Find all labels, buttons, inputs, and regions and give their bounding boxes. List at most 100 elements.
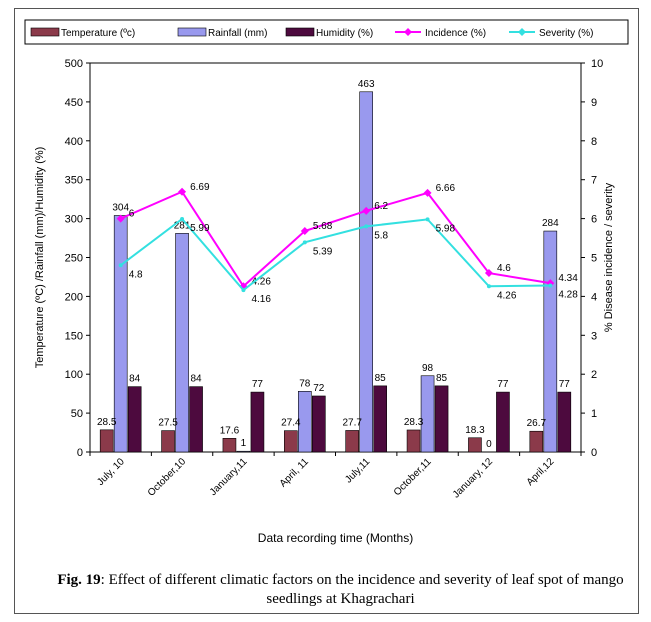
bar (557, 391, 572, 453)
bar-data-label: 17.6 (220, 425, 240, 436)
bar (99, 429, 114, 453)
bar-data-label: 72 (313, 383, 325, 394)
line-point-marker (548, 283, 553, 288)
legend-swatch (177, 27, 207, 37)
y2-tick-label: 9 (591, 97, 597, 109)
y-tick-label: 500 (65, 58, 83, 70)
y2-axis-title: % Disease incidence / severity (603, 182, 615, 332)
bar-data-label: 98 (422, 363, 434, 374)
line-point-marker (423, 188, 432, 197)
figure-frame: 0 50 100 150 200 250 300 350 400 450 500 0 1 2 3 4 5 6 7 8 9… (14, 8, 639, 614)
bar (373, 385, 387, 453)
x-tick-label: July,11 (343, 456, 372, 485)
bar (529, 430, 544, 453)
y2-tick-label: 3 (591, 330, 597, 342)
y2-tick-label: 6 (591, 214, 597, 226)
bar (420, 375, 435, 453)
legend-swatch (285, 27, 315, 37)
y2-tick-label: 5 (591, 253, 597, 265)
bar-data-label: 78 (299, 378, 311, 389)
y-tick-label: 100 (65, 369, 83, 381)
legend-marker (404, 28, 412, 36)
bar (161, 430, 175, 453)
line-data-label: 4.28 (558, 290, 578, 301)
line-data-label: 5.68 (313, 221, 333, 232)
figure-caption: Fig. 19: Effect of different climatic fa… (55, 571, 626, 609)
line-point-marker (362, 206, 371, 215)
line-point-marker (364, 224, 369, 229)
y-tick-label: 350 (65, 175, 83, 187)
bar-data-label: 84 (191, 374, 203, 385)
y-tick-label: 400 (65, 136, 83, 148)
combo-chart: 0501001502002503003504004505000123456789… (24, 19, 629, 545)
line-point-marker (178, 187, 187, 196)
bar (236, 450, 251, 453)
x-tick-label: January, 12 (451, 456, 496, 501)
line-point-marker (425, 217, 430, 222)
legend-label: Humidity (%) (316, 28, 373, 39)
bar-data-label: 77 (559, 379, 571, 390)
bar (284, 430, 298, 453)
line-data-label: 6.66 (436, 183, 456, 194)
bar-data-label: 28.3 (404, 417, 424, 428)
bar (250, 391, 265, 453)
bar (189, 386, 203, 453)
line-data-label: 6.2 (374, 201, 388, 212)
bar-data-label: 85 (375, 373, 387, 384)
y2-tick-label: 4 (591, 291, 597, 303)
bar (345, 430, 359, 453)
line-data-label: 5.8 (374, 230, 388, 241)
bar-data-label: 77 (252, 379, 264, 390)
bar-data-label: 26.7 (527, 418, 547, 429)
x-tick-label: July, 10 (95, 456, 127, 488)
bar-data-label: 463 (358, 79, 375, 90)
line-data-label: 4.16 (251, 294, 271, 305)
bar (298, 391, 312, 453)
line-data-label: 4.26 (497, 290, 517, 301)
bar-data-label: 77 (497, 379, 509, 390)
caption-text: : Effect of different climatic factors o… (100, 572, 624, 607)
legend-marker (518, 28, 526, 36)
bar (468, 437, 482, 453)
bar (175, 233, 189, 453)
bar-data-label: 28.5 (97, 417, 117, 428)
y2-tick-label: 7 (591, 175, 597, 187)
bar-data-label: 27.4 (281, 418, 301, 429)
line-data-label: 4.26 (251, 276, 271, 287)
bar (496, 391, 510, 453)
bar-data-label: 0 (486, 439, 492, 450)
y-tick-label: 150 (65, 330, 83, 342)
line-data-label: 4.8 (129, 269, 143, 280)
y2-tick-label: 0 (591, 447, 597, 459)
y2-tick-label: 1 (591, 408, 597, 420)
line-data-label: 5.99 (190, 223, 210, 234)
legend-label: Rainfall (mm) (208, 28, 267, 39)
legend-label: Incidence (%) (425, 28, 486, 39)
y-tick-label: 250 (65, 253, 83, 265)
legend-swatch (30, 27, 60, 37)
caption-label: Fig. 19 (57, 572, 101, 588)
bar-data-label: 84 (129, 374, 141, 385)
series-line (120, 190, 551, 288)
bar (127, 386, 142, 453)
x-tick-label: October,10 (146, 456, 189, 499)
y-tick-label: 450 (65, 97, 83, 109)
line-point-marker (180, 216, 185, 221)
legend-label: Severity (%) (539, 28, 593, 39)
line-point-marker (241, 288, 246, 293)
line-data-label: 5.98 (436, 223, 456, 234)
series-line (120, 217, 551, 292)
y-tick-label: 300 (65, 214, 83, 226)
bar-data-label: 18.3 (465, 425, 485, 436)
bar (222, 438, 237, 453)
bar (434, 385, 449, 453)
line-point-marker (302, 240, 307, 245)
bar-data-label: 85 (436, 373, 448, 384)
legend-label: Temperature (ºc) (61, 28, 135, 39)
y-axis-title: Temperature (ºC) /Rainfall (mm)/Humidity… (34, 147, 46, 369)
bar (359, 91, 373, 453)
y2-tick-label: 2 (591, 369, 597, 381)
x-tick-label: October,11 (392, 456, 434, 498)
x-tick-label: April, 11 (278, 456, 312, 490)
line-point-marker (118, 263, 123, 268)
